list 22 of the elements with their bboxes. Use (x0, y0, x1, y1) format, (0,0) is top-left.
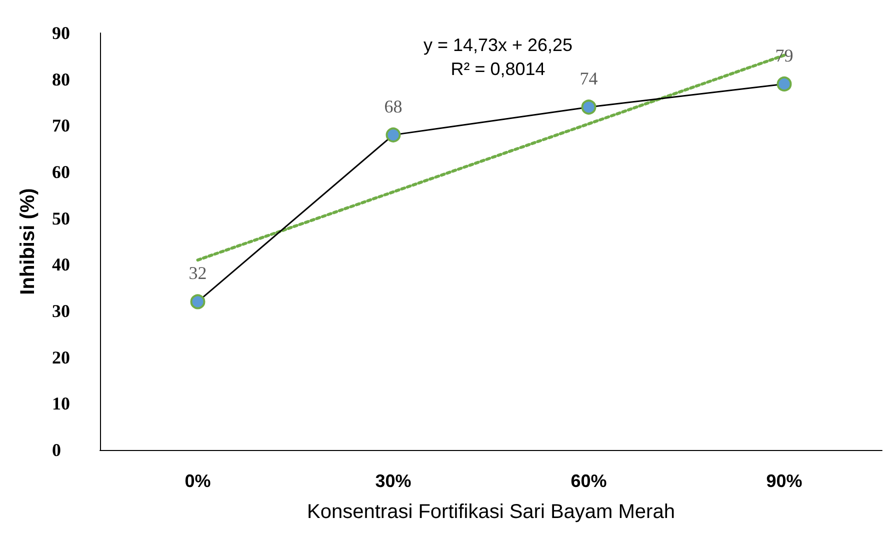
y-tick-label: 90 (52, 23, 70, 43)
annotation: y = 14,73x + 26,25 (423, 35, 573, 55)
y-tick-label: 40 (52, 254, 70, 275)
data-label: 79 (775, 45, 794, 66)
x-tick-label: 0% (184, 471, 211, 491)
x-tick-label: 90% (766, 471, 802, 491)
data-label: 74 (580, 68, 598, 89)
y-tick-label: 0 (52, 440, 61, 460)
y-tick-label: 60 (52, 162, 70, 182)
x-tick-label: 30% (375, 471, 412, 491)
y-tick-label: 70 (52, 116, 70, 136)
data-label: 32 (188, 263, 207, 284)
y-tick-label: 80 (52, 69, 70, 90)
y-tick-label: 10 (52, 394, 70, 414)
data-label: 68 (384, 96, 402, 116)
y-tick-label: 20 (52, 347, 70, 368)
y-axis-title: Inhibisi (%) (17, 188, 39, 295)
annotation: R² = 0,8014 (450, 59, 546, 79)
y-tick-label: 30 (52, 301, 70, 321)
y-tick-label: 50 (52, 208, 70, 228)
x-axis-title: Konsentrasi Fortifikasi Sari Bayam Merah (307, 501, 675, 523)
x-tick-label: 60% (570, 471, 607, 491)
